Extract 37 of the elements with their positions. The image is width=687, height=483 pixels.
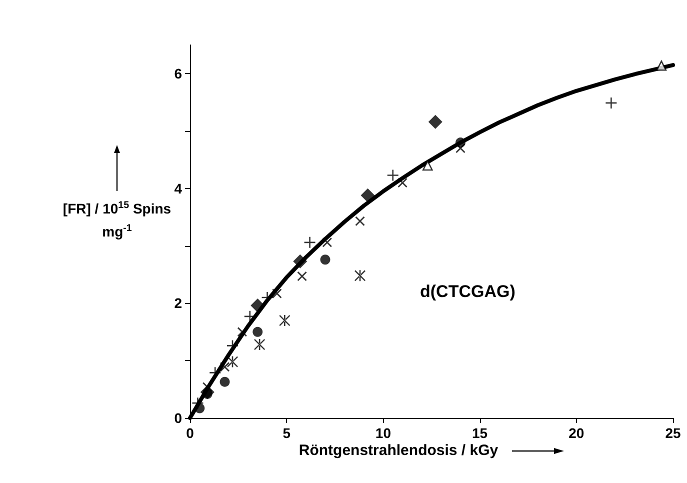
point — [293, 254, 308, 268]
point — [455, 138, 466, 148]
point — [220, 376, 230, 387]
y-tick-label: 0 — [174, 410, 182, 426]
x-tick-label: 10 — [375, 425, 392, 441]
annotation: d(CTCGAG) — [420, 282, 516, 302]
point — [220, 362, 230, 372]
x-tick-label: 0 — [186, 425, 194, 441]
y-axis-title: [FR] / 10$^{15}$ Spins mg$^{-1}$ — [62, 199, 172, 242]
point — [194, 403, 205, 414]
point — [354, 270, 366, 282]
x-axis-title: Röntgenstrahlendosis / kGy — [298, 442, 498, 459]
point — [254, 339, 266, 350]
point — [355, 216, 365, 226]
point — [252, 326, 263, 337]
x-tick-label: 15 — [472, 425, 488, 441]
x-tick-label: 25 — [665, 425, 681, 441]
point — [227, 356, 238, 368]
point — [237, 327, 247, 337]
y-tick-label: 6 — [174, 66, 182, 82]
y-tick-label: 4 — [174, 180, 182, 196]
point — [279, 314, 290, 326]
point — [656, 60, 667, 71]
x-tick-label: 20 — [568, 425, 584, 441]
point — [272, 288, 282, 298]
point — [297, 272, 307, 282]
point — [320, 254, 330, 265]
point — [398, 178, 408, 188]
x-tick-label: 5 — [282, 425, 291, 441]
point — [428, 114, 442, 129]
point — [360, 188, 375, 202]
y-tick-label: 2 — [174, 295, 182, 312]
point — [304, 236, 316, 248]
point — [322, 238, 332, 248]
point — [422, 160, 433, 171]
point — [606, 97, 617, 108]
point — [387, 170, 398, 181]
